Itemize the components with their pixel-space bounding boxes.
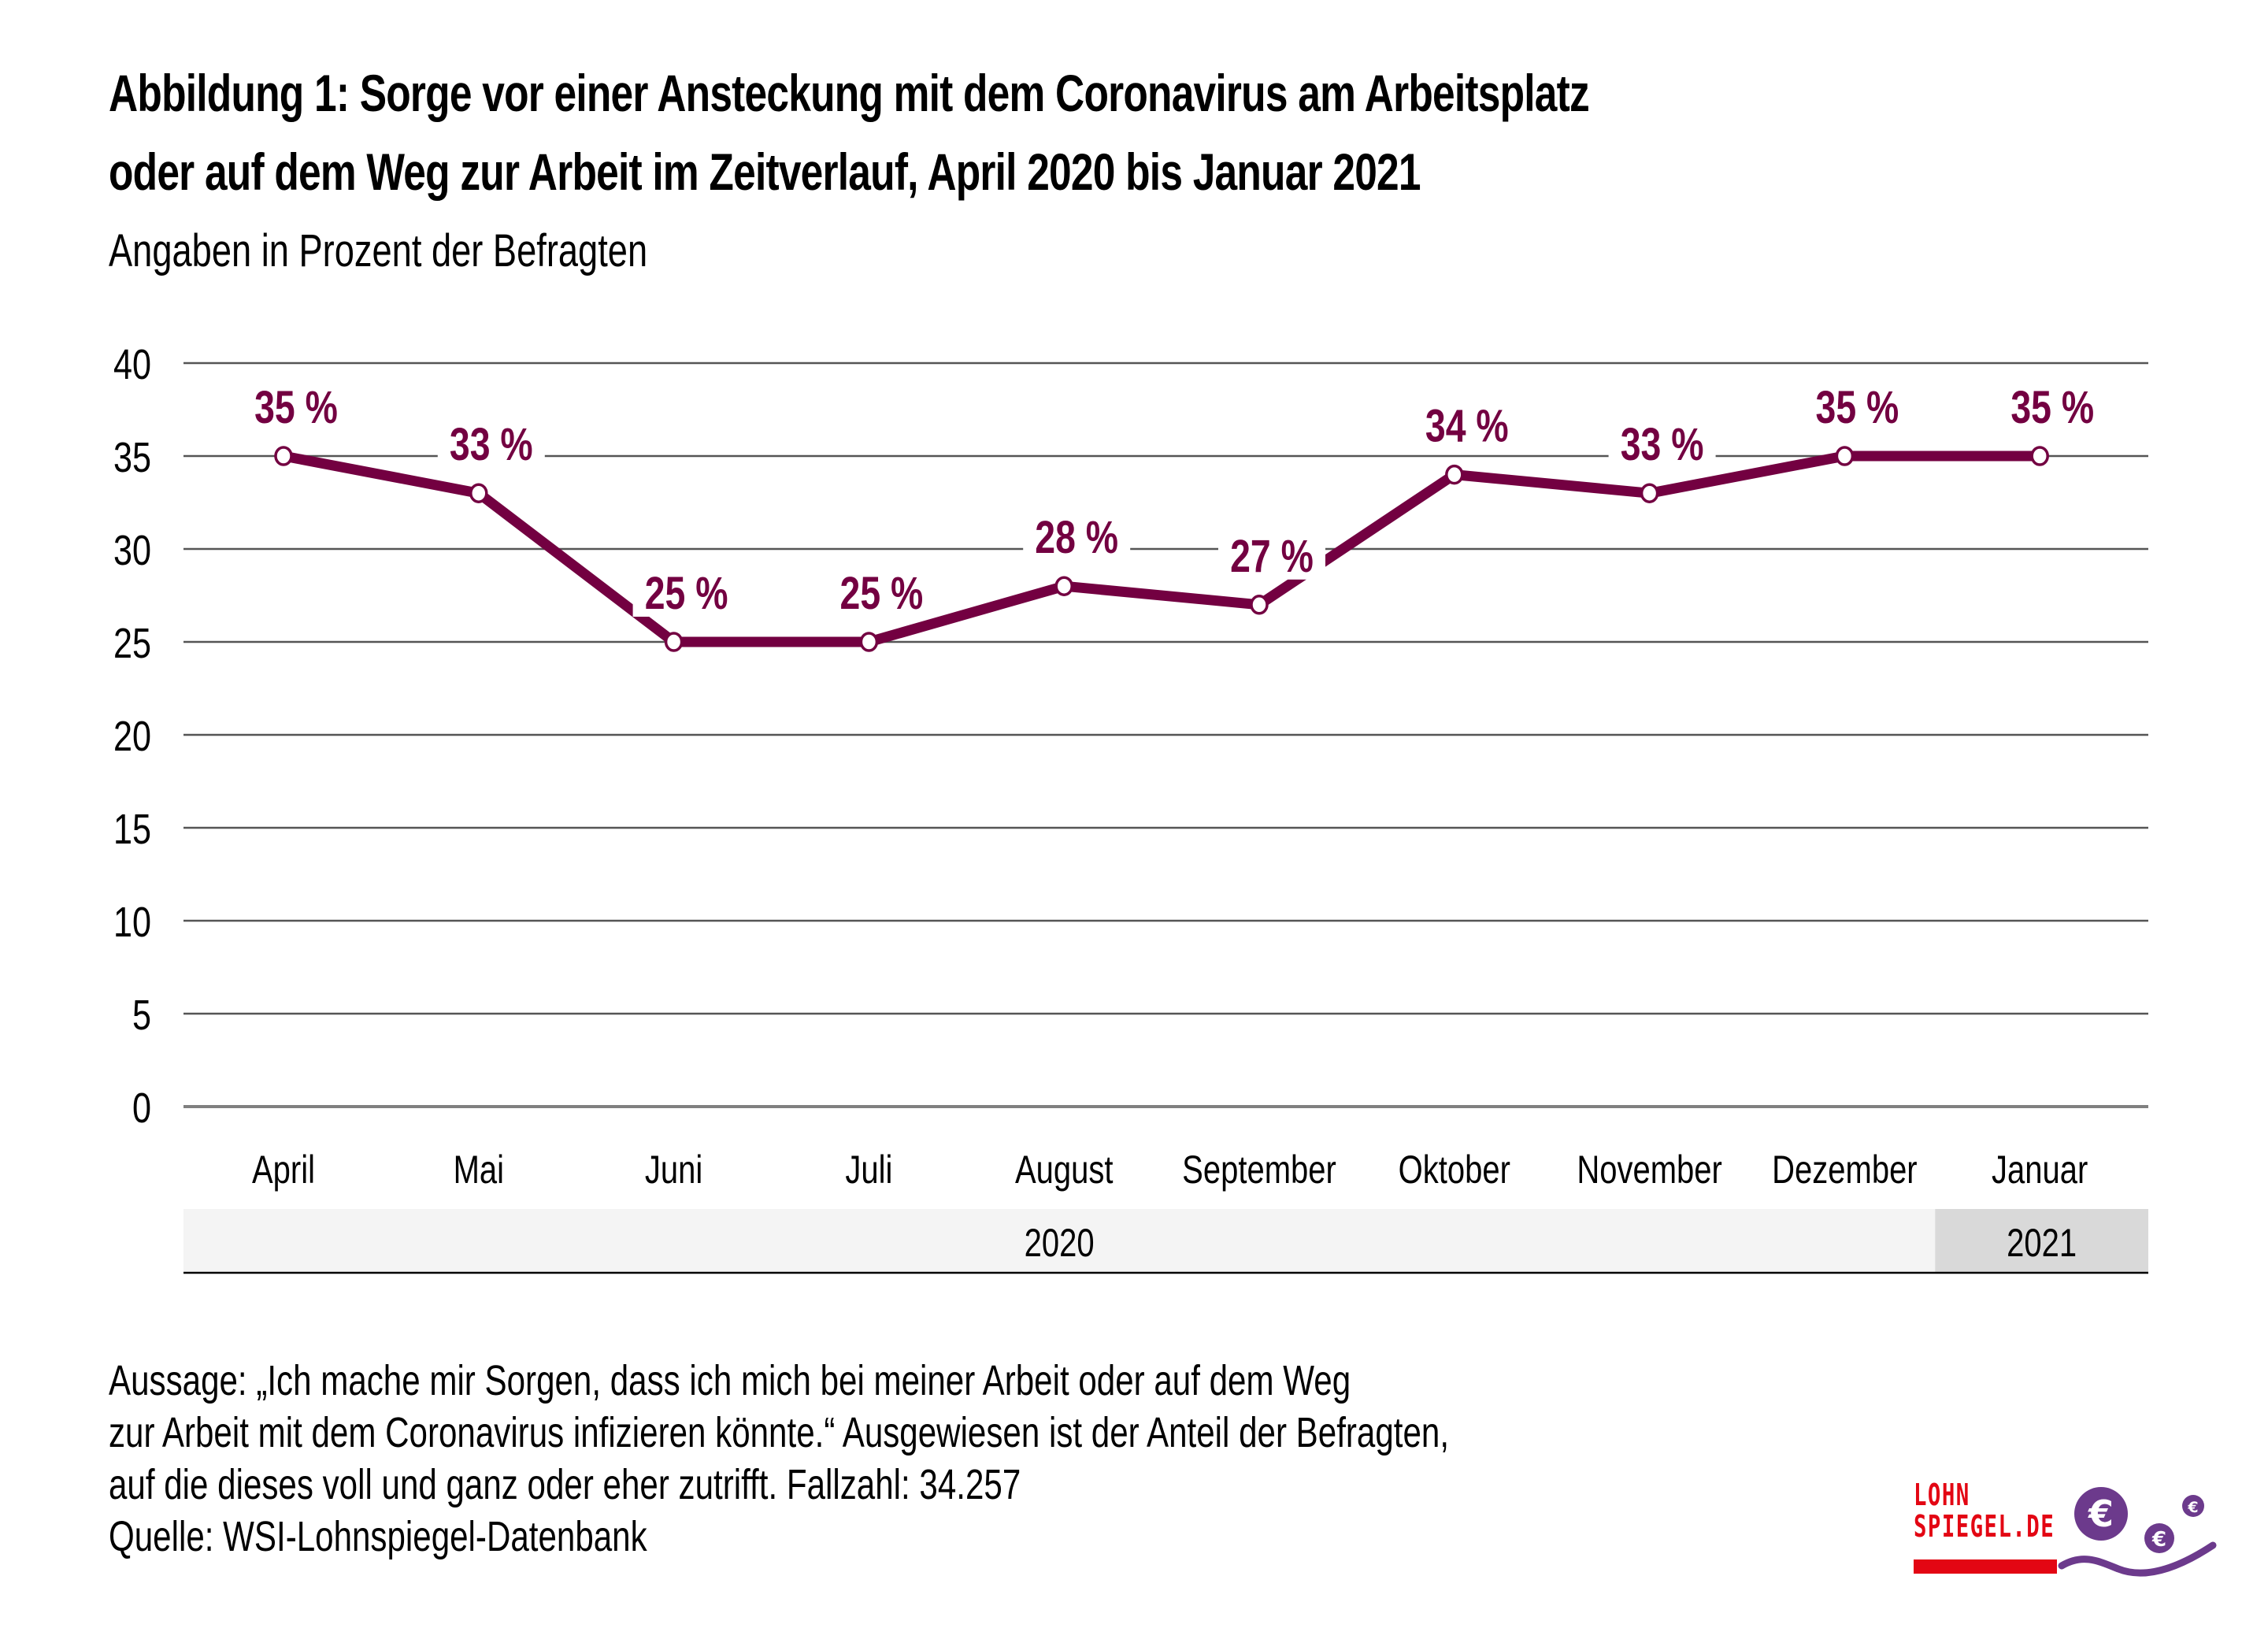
x-tick-label-oktober: Oktober	[1399, 1148, 1510, 1192]
svg-text:€: €	[2088, 1493, 2114, 1535]
data-point-juli	[859, 632, 879, 652]
data-label-bg	[243, 382, 350, 431]
year-band: 2020 2021	[183, 1209, 2148, 1274]
x-tick-label-dezember: Dezember	[1772, 1148, 1917, 1192]
x-axis-labels: April Mai Juni Juli August September Oktober No…	[252, 1148, 2088, 1192]
logo-text-line-2: SPIEGEL.DE	[1914, 1509, 2055, 1544]
y-tick-label-35: 35	[113, 435, 151, 482]
data-labels: 35 % 33 % 25 % 25 % 28 % 27 % 34 % 33 % 35 % 35 %	[243, 382, 2107, 619]
data-label-bg	[1218, 530, 1325, 580]
euro-coin-medium	[2144, 1523, 2174, 1553]
year-label-2021: 2021	[2007, 1221, 2077, 1265]
svg-text:€: €	[2187, 1499, 2198, 1516]
chart-title-line-1: Abbildung 1: Sorge vor einer Ansteckung …	[109, 64, 1590, 122]
data-label-bg	[828, 568, 936, 617]
year-label-2020: 2020	[1025, 1221, 1095, 1265]
data-label-bg	[437, 419, 545, 469]
y-tick-label-10: 10	[113, 899, 151, 947]
y-axis-ticks: 0 5 10 15 20 25 30 35 40	[113, 342, 151, 1133]
lohnspiegel-logo: LOHN SPIEGEL.DE € € €	[1914, 1473, 2252, 1591]
x-tick-label-mai: Mai	[454, 1148, 504, 1192]
data-point-september	[1250, 595, 1269, 615]
logo-text-line-1: LOHN	[1914, 1478, 1970, 1512]
data-label-januar: 35 %	[2010, 382, 2094, 433]
footnote-line-1: Aussage: „Ich mache mir Sorgen, dass ich…	[109, 1357, 1351, 1404]
y-tick-label-30: 30	[113, 528, 151, 575]
x-tick-label-november: November	[1577, 1148, 1721, 1192]
data-point-november	[1640, 483, 1659, 503]
data-label-juni: 25 %	[645, 568, 728, 619]
data-label-september: 27 %	[1230, 531, 1314, 582]
chart-title-line-2: oder auf dem Weg zur Arbeit im Zeitverla…	[109, 143, 1421, 201]
series-line	[274, 446, 2049, 652]
data-label-bg	[1413, 400, 1521, 450]
gridlines	[183, 362, 2148, 1108]
data-label-oktober: 34 %	[1425, 401, 1509, 452]
logo-wave	[2058, 1541, 2217, 1577]
x-tick-label-januar: Januar	[1992, 1148, 2088, 1192]
data-label-juli: 25 %	[840, 568, 924, 619]
y-tick-label-20: 20	[113, 714, 151, 761]
data-point-april	[274, 446, 293, 466]
footnote: Aussage: „Ich mache mir Sorgen, dass ich…	[109, 1355, 1449, 1563]
svg-text:€: €	[2151, 1528, 2166, 1552]
x-tick-label-april: April	[252, 1148, 315, 1192]
x-tick-label-september: September	[1182, 1148, 1336, 1192]
y-tick-label-40: 40	[113, 342, 151, 389]
data-label-bg	[1803, 382, 1911, 431]
data-label-mai: 33 %	[450, 419, 533, 470]
y-tick-label-15: 15	[113, 807, 151, 854]
x-tick-label-juni: Juni	[645, 1148, 702, 1192]
data-point-januar	[2030, 446, 2049, 466]
euro-coin-small	[2182, 1495, 2204, 1517]
year-band-2021	[1935, 1209, 2148, 1273]
x-tick-label-august: August	[1015, 1148, 1114, 1192]
y-tick-label-0: 0	[132, 1085, 151, 1133]
line-chart: 2020 2021 0 5 10 15 20 25 30 35 40 April Mai Juni Ju…	[113, 342, 2148, 1274]
logo-text: LOHN SPIEGEL.DE	[1914, 1479, 2055, 1542]
euro-coins-icon: € € €	[1914, 1487, 2217, 1577]
y-tick-label-5: 5	[132, 992, 151, 1040]
data-point-mai	[469, 483, 488, 503]
year-band-2020	[183, 1209, 1936, 1273]
logo-red-bar	[1914, 1559, 2057, 1574]
footnote-line-2: zur Arbeit mit dem Coronavirus infiziere…	[109, 1409, 1450, 1456]
series-line-path	[282, 451, 2040, 647]
data-point-juni	[664, 632, 684, 652]
y-tick-label-25: 25	[113, 621, 151, 668]
data-label-dezember: 35 %	[1816, 382, 1899, 433]
euro-coin-large	[2074, 1487, 2128, 1541]
data-point-oktober	[1445, 464, 1464, 485]
data-label-november: 33 %	[1621, 419, 1704, 470]
data-label-bg	[1023, 512, 1131, 562]
data-label-august: 28 %	[1035, 512, 1118, 563]
data-label-bg	[1608, 419, 1716, 469]
data-label-april: 35 %	[254, 382, 338, 433]
chart-subtitle: Angaben in Prozent der Befragten	[109, 225, 648, 276]
data-label-bg	[1999, 382, 2107, 431]
data-point-august	[1054, 576, 1073, 596]
data-label-bg	[632, 568, 740, 617]
data-point-dezember	[1835, 446, 1855, 466]
footnote-line-3: auf die dieses voll und ganz oder eher z…	[109, 1461, 1021, 1508]
chart-title: Abbildung 1: Sorge vor einer Ansteckung …	[109, 54, 1590, 211]
source-note: Quelle: WSI-Lohnspiegel-Datenbank	[109, 1513, 647, 1560]
x-tick-label-juli: Juli	[845, 1148, 892, 1192]
